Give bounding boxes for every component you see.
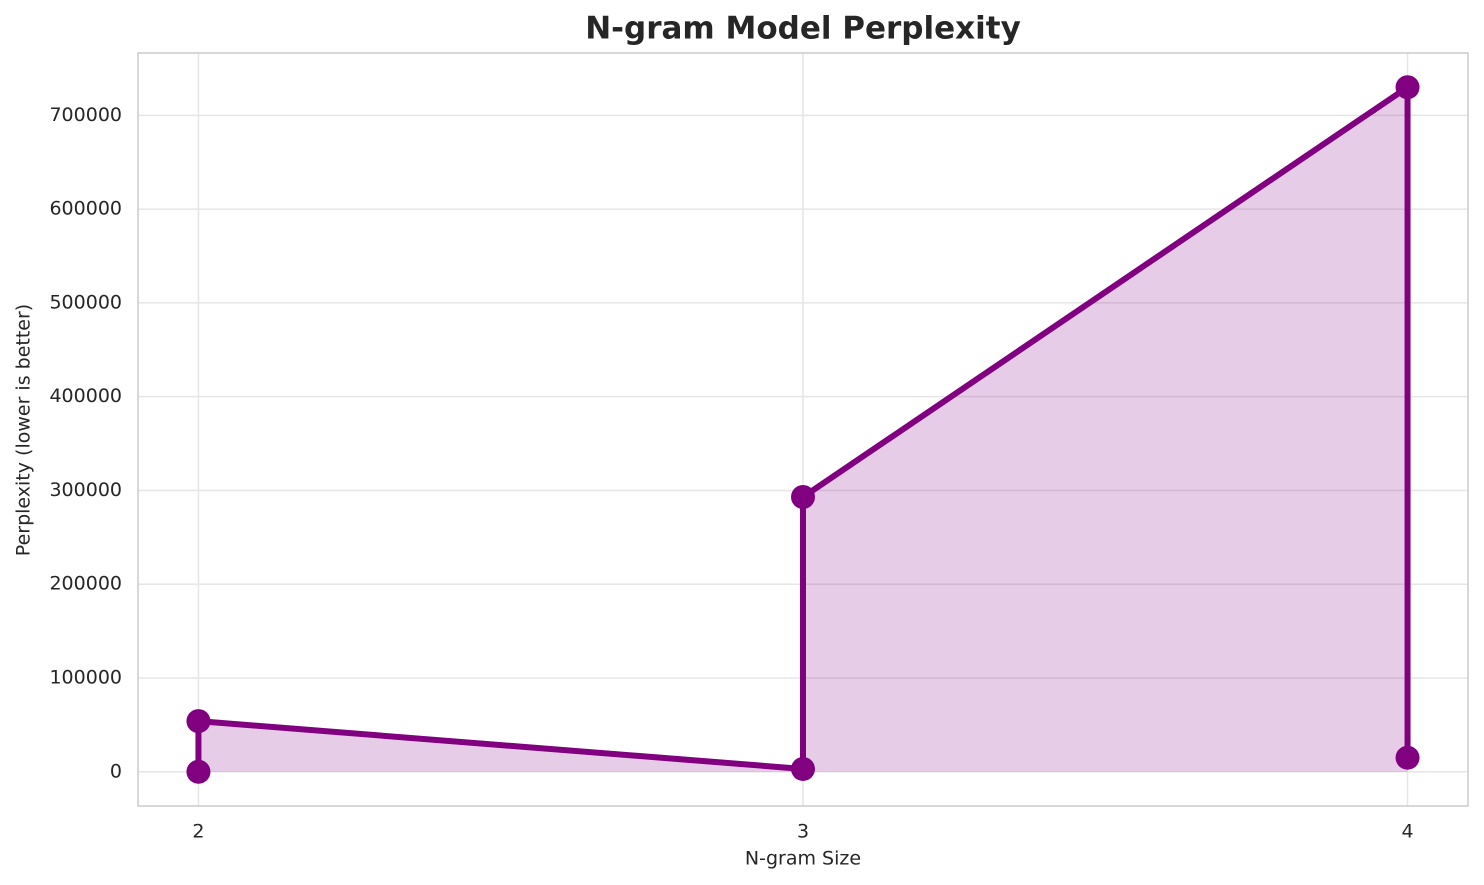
chart-title: N-gram Model Perplexity [585, 11, 1021, 47]
y-tick-label: 700000 [49, 104, 122, 126]
y-tick-label: 200000 [49, 573, 122, 595]
area [198, 87, 1408, 772]
y-tick-label: 600000 [49, 198, 122, 220]
y-tick-label: 400000 [49, 385, 122, 407]
y-tick-label: 500000 [49, 291, 122, 313]
x-tick-label: 3 [797, 821, 809, 843]
point [186, 709, 211, 734]
plot-frame [137, 52, 1469, 807]
y-tick-label: 0 [110, 760, 122, 782]
y-axis-label: Perplexity (lower is better) [13, 304, 35, 556]
point [791, 756, 815, 781]
point [1395, 75, 1420, 100]
x-axis-label: N-gram Size [745, 848, 861, 870]
x-tick-label: 4 [1401, 821, 1413, 843]
x-tick-label: 2 [192, 821, 204, 843]
point [791, 485, 815, 510]
y-tick-label: 300000 [49, 479, 122, 501]
y-tick-label: 100000 [49, 666, 122, 688]
point [1395, 745, 1420, 770]
point [186, 759, 211, 784]
